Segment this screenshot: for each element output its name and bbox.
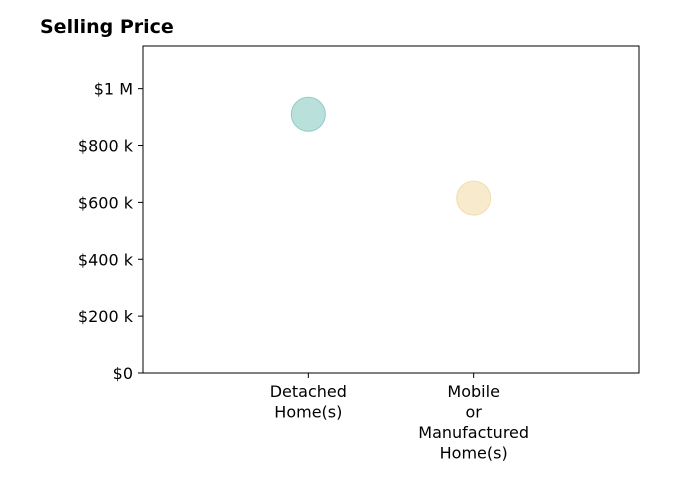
data-point: [456, 180, 492, 216]
x-axis: Detached Home(s) Mobile or Manufactured Home(…: [270, 373, 529, 463]
data-point: [290, 96, 326, 132]
x-tick-label: Mobile or Manufactured Home(s): [418, 382, 529, 463]
y-tick-label: $0: [113, 364, 133, 383]
y-tick-label: $1 M: [94, 80, 133, 99]
y-tick-label: $800 k: [78, 137, 134, 156]
x-tick-label: Detached Home(s): [270, 382, 347, 422]
data-points: [290, 96, 492, 216]
chart-title: Selling Price: [40, 16, 174, 38]
y-tick-label: $200 k: [78, 307, 134, 326]
y-axis: $0 $200 k $400 k $600 k $800 k $1 M: [78, 80, 143, 383]
y-tick-label: $400 k: [78, 250, 134, 269]
plot-area-frame: [142, 45, 640, 374]
y-tick-label: $600 k: [78, 193, 134, 212]
